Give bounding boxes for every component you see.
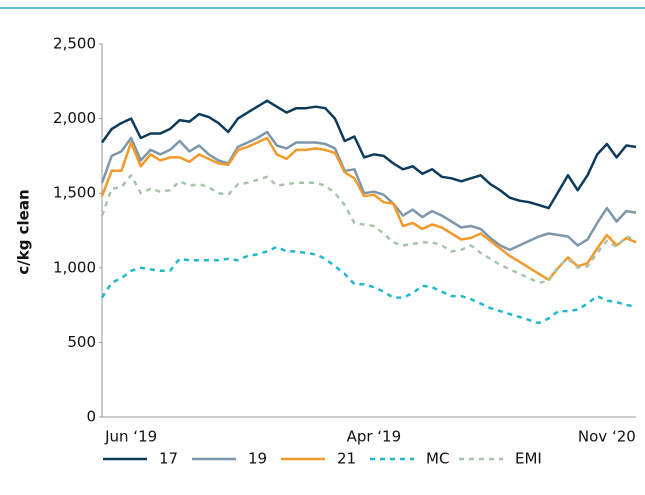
legend-label: 19 bbox=[248, 450, 267, 468]
series-line bbox=[100, 174, 637, 284]
legend-label: MC bbox=[426, 450, 449, 468]
y-tick-label: 2,500 bbox=[53, 35, 96, 53]
y-axis-label: c/kg clean bbox=[15, 189, 33, 274]
y-tick-label: 1,000 bbox=[53, 258, 96, 276]
y-tick-label: 1,500 bbox=[53, 184, 96, 202]
y-tick-label: 500 bbox=[67, 333, 96, 351]
x-tick-label: Apr ‘19 bbox=[347, 428, 402, 446]
series-line bbox=[100, 130, 637, 252]
legend-label: EMI bbox=[515, 450, 542, 468]
y-tick-label: 0 bbox=[86, 408, 96, 426]
series-line bbox=[100, 99, 637, 210]
x-tick-label: Nov ‘20 bbox=[578, 428, 636, 446]
series-line bbox=[100, 136, 637, 281]
legend-label: 21 bbox=[337, 450, 356, 468]
legend-label: 17 bbox=[159, 450, 178, 468]
x-tick-label: Jun ‘19 bbox=[104, 428, 157, 446]
y-tick-label: 2,000 bbox=[53, 109, 96, 127]
series-line bbox=[100, 245, 637, 325]
